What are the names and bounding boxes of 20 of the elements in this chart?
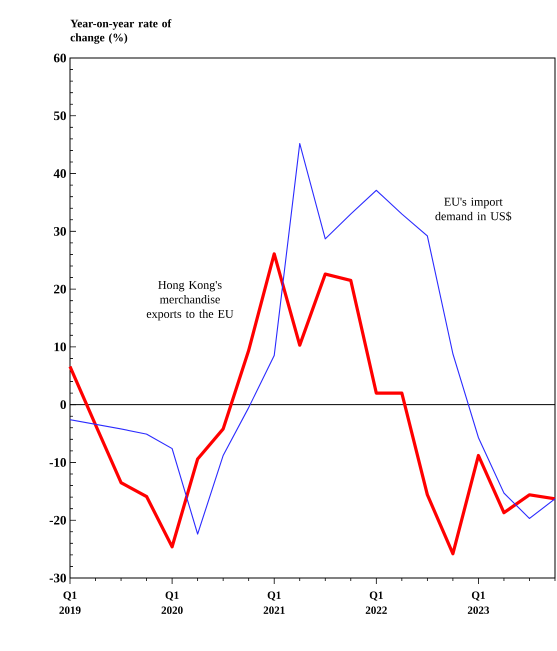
y-tick-label: 50 — [54, 111, 66, 120]
y-tick-label: 60 — [54, 54, 66, 62]
x-tick-label: Q1 2023 — [468, 592, 490, 614]
y-tick-label: -20 — [50, 516, 66, 525]
y-tick-label: 30 — [54, 226, 66, 236]
y-tick-label: -10 — [50, 458, 66, 467]
y-tick-label: 40 — [54, 169, 66, 178]
x-tick-label: Q1 2020 — [162, 592, 183, 614]
x-tick-label: Q1 2019 — [60, 592, 81, 614]
line-series — [68, 252, 557, 556]
series-label: Hong Kong's merchandise exports to the EU — [146, 280, 234, 320]
y-tick-label: 20 — [54, 284, 66, 294]
y-axis-title: Year-on-year rate of change (%) — [70, 19, 172, 44]
y-tick-label: 10 — [54, 342, 66, 352]
series-label: EU's import demand in US$ — [436, 198, 512, 222]
x-tick-label: Q1 2022 — [366, 592, 388, 614]
x-tick-label: Q1 2021 — [264, 592, 285, 614]
y-tick-label: 0 — [60, 400, 66, 410]
y-tick-label: -30 — [50, 574, 66, 582]
line-series — [70, 142, 556, 535]
